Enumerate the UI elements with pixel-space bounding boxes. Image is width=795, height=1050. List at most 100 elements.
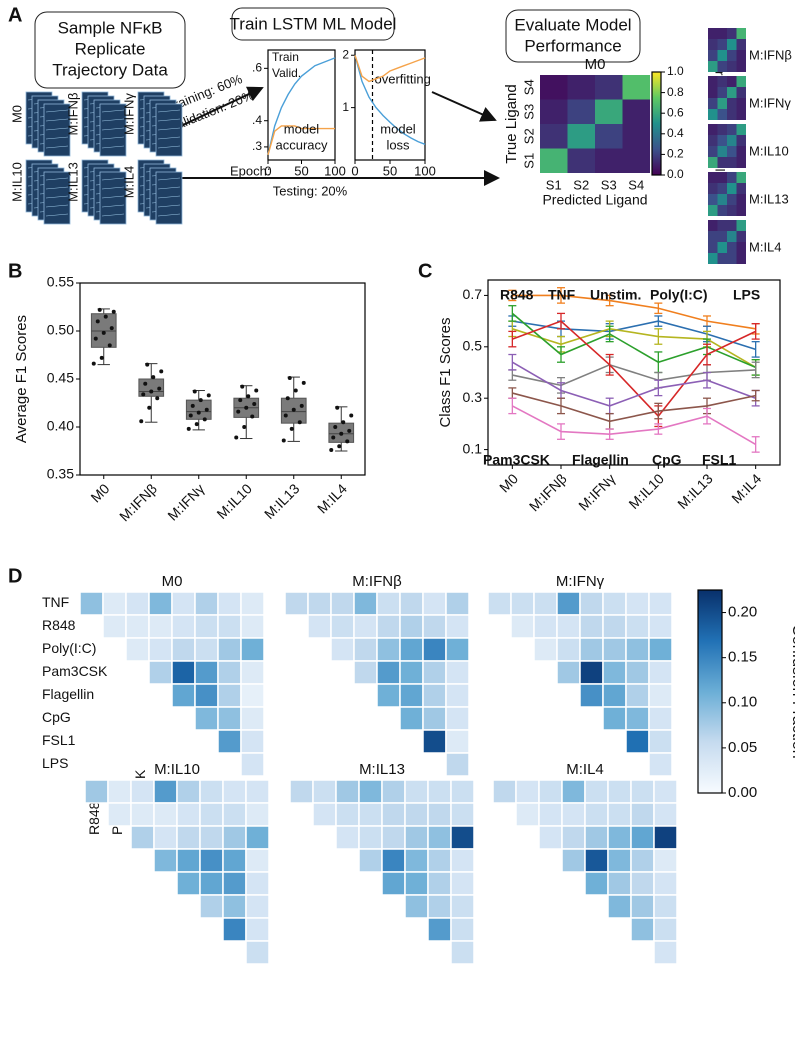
heatmap-cell <box>376 614 401 639</box>
heatmap-cell <box>602 591 627 616</box>
heatmap-cell <box>353 637 378 662</box>
heatmap-title: M0 <box>162 573 183 590</box>
heatmap-cell <box>567 99 595 124</box>
step-text: Evaluate Model <box>514 15 631 34</box>
heatmap-cell <box>148 591 173 616</box>
heatmap-cell <box>717 87 727 98</box>
x-tick-label: M0 <box>87 480 112 505</box>
heatmap-cell <box>727 205 737 216</box>
heatmap-cell <box>376 591 401 616</box>
heatmap-cell <box>736 76 746 87</box>
x-tick-label: 50 <box>294 163 308 178</box>
heatmap-cell <box>199 825 224 850</box>
heatmap-cell <box>708 135 718 146</box>
heatmap-cell <box>102 614 127 639</box>
step-text: Train LSTM ML Model <box>230 14 397 33</box>
error-bar <box>557 287 565 304</box>
colorbar-label: Confusion Fraction <box>789 624 795 758</box>
heatmap-cell <box>445 683 470 708</box>
heatmap-cell <box>595 124 623 149</box>
heatmap-cell <box>648 614 673 639</box>
x-tick-label: M0 <box>496 470 521 495</box>
heatmap-cell <box>450 848 475 873</box>
heatmap-cell <box>607 802 632 827</box>
data-point <box>147 405 152 410</box>
heatmap-cell <box>245 894 270 919</box>
series-line <box>512 320 757 418</box>
heatmap-cell <box>736 87 746 98</box>
data-point <box>190 403 195 408</box>
error-bar <box>654 351 663 374</box>
condition-label: M:IL4 <box>121 166 136 199</box>
heatmap-cell <box>727 220 737 231</box>
heatmap-cell <box>717 76 727 87</box>
heatmap-cell <box>584 848 609 873</box>
heatmap-cell <box>330 614 355 639</box>
box <box>280 397 307 424</box>
heatmap-cell <box>717 28 727 39</box>
heatmap-cell <box>194 660 219 685</box>
heatmap-cell <box>422 683 447 708</box>
heatmap-cell <box>556 637 581 662</box>
heatmap-cell <box>625 660 650 685</box>
heatmap-cell <box>245 940 270 965</box>
heatmap-cell <box>736 28 746 39</box>
heatmap-cell <box>561 779 586 804</box>
colorbar-tick-label: 0.10 <box>728 694 757 711</box>
heatmap-cell <box>217 706 242 731</box>
error-bar <box>751 389 760 402</box>
heatmap-cell <box>708 61 718 72</box>
condition-label: M:IL13 <box>65 162 80 202</box>
panel-label: A <box>8 4 22 26</box>
data-point <box>194 422 199 427</box>
data-point <box>335 405 340 410</box>
data-point <box>331 435 336 440</box>
x-tick-label: M:IFNγ <box>164 480 207 523</box>
heatmap-cell <box>538 779 563 804</box>
heatmap-cell <box>708 205 718 216</box>
heatmap-cell <box>422 591 447 616</box>
heatmap-cell <box>217 683 242 708</box>
row-label: CpG <box>42 709 71 725</box>
row-label: TNF <box>42 594 69 610</box>
trajectory-trace <box>157 204 181 208</box>
error-bar <box>703 407 711 425</box>
heatmap-cell <box>648 660 673 685</box>
heatmap-cell <box>717 172 727 183</box>
heatmap-cell <box>450 825 475 850</box>
error-bar <box>508 289 517 302</box>
error-bar <box>508 353 517 371</box>
heatmap-cell <box>708 157 718 168</box>
heatmap-cell <box>222 779 247 804</box>
heatmap-cell <box>245 802 270 827</box>
error-bar <box>508 330 517 348</box>
trajectory-trace <box>45 136 69 140</box>
heatmap-cell <box>312 802 337 827</box>
heatmap-cell <box>427 917 452 942</box>
heatmap-cell <box>353 660 378 685</box>
heatmap-cell <box>708 76 718 87</box>
heatmap-cell <box>630 871 655 896</box>
heatmap-cell <box>376 660 401 685</box>
heatmap-cell <box>653 825 678 850</box>
heatmap-cell <box>622 148 650 173</box>
heatmap-cell <box>736 146 746 157</box>
x-tick-label: S4 <box>628 177 644 192</box>
heatmap-cell <box>727 146 737 157</box>
data-point <box>291 407 296 412</box>
x-tick-label: 100 <box>414 163 436 178</box>
heatmap-cell <box>625 706 650 731</box>
heatmap-cell <box>194 683 219 708</box>
heatmap-cell <box>176 802 201 827</box>
step-text: Trajectory Data <box>52 60 168 79</box>
heatmap-cell <box>194 591 219 616</box>
heatmap-cell <box>708 242 718 253</box>
heatmap-cell <box>736 157 746 168</box>
trajectory-trace <box>45 145 69 149</box>
x-tick-label: S1 <box>546 177 562 192</box>
heatmap-cell <box>399 614 424 639</box>
step-box <box>34 11 186 89</box>
arrow <box>167 86 264 133</box>
data-point <box>93 336 98 341</box>
heatmap-cell <box>153 848 178 873</box>
